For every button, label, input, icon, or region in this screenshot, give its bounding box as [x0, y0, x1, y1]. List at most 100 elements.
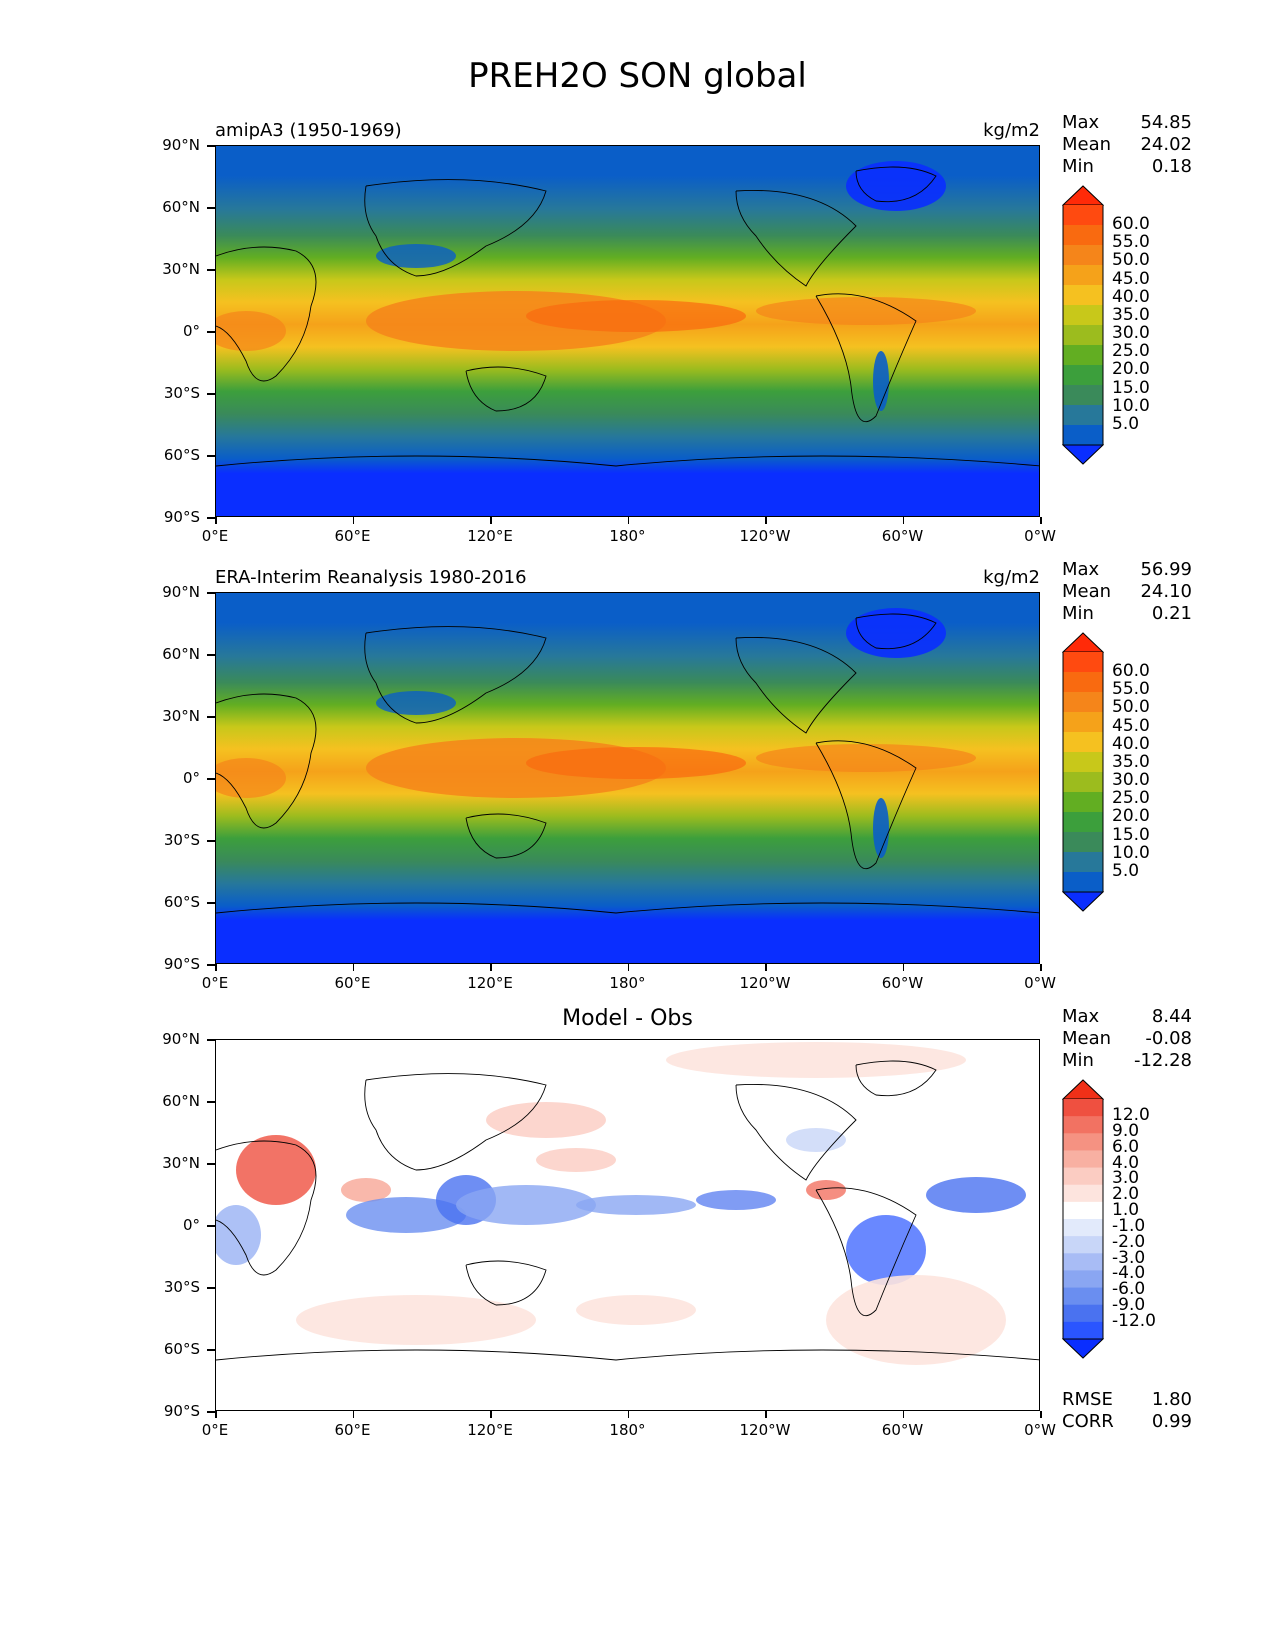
lat-tick [207, 207, 215, 209]
coastline [735, 190, 857, 287]
lat-tick [207, 1225, 215, 1227]
coastline [855, 166, 937, 203]
stat-label: Min [1062, 1050, 1094, 1071]
lat-tick [207, 1411, 215, 1413]
lat-tick [207, 455, 215, 457]
greenland-dry [846, 161, 946, 211]
lat-tick [207, 1101, 215, 1103]
colorbar-extend-top [1062, 632, 1104, 653]
stat-row: Min 0.21 [1062, 603, 1192, 625]
skill-scores: RMSE 1.80 CORR 0.99 [1062, 1389, 1192, 1433]
colorbar-segment [1063, 772, 1103, 793]
colorbar-tick-label: 45.0 [1112, 715, 1150, 736]
lon-tick-label: 120°W [739, 1421, 791, 1439]
lon-tick [765, 1411, 767, 1418]
colorbar-extend-top [1062, 1079, 1104, 1100]
lat-tick [207, 964, 215, 966]
stat-label: Min [1062, 156, 1094, 177]
lon-tick-label: 60°E [334, 527, 371, 545]
units-label: kg/m2 [983, 120, 1040, 141]
coastline [216, 246, 317, 382]
stats-block: Max 56.99 Mean 24.10 Min 0.21 [1062, 559, 1192, 625]
colorbar-tick-label: 4.0 [1112, 1152, 1140, 1173]
colorbar-tick-label: 10.0 [1112, 395, 1150, 416]
stat-label: Mean [1062, 581, 1112, 602]
lat-tick [207, 1349, 215, 1351]
colorbar-segment [1063, 325, 1103, 346]
colorbar-tick-label: 5.0 [1112, 861, 1140, 881]
colorbar-segment [1063, 365, 1103, 386]
stat-value: 0.21 [1151, 603, 1192, 624]
colorbar-tick-label: 20.0 [1112, 806, 1150, 827]
colorbar-segment [1063, 1270, 1103, 1289]
colorbar-extend-bottom [1062, 1338, 1104, 1359]
lon-tick [1040, 517, 1042, 524]
colorbar-segment [1063, 1304, 1103, 1323]
colorbar-segment [1063, 652, 1103, 673]
lon-tick-label: 180° [609, 1421, 646, 1439]
stat-label: Max [1062, 1006, 1100, 1027]
lat-tick-label: 0° [182, 322, 200, 340]
colorbar-outline [1062, 652, 1104, 892]
coastline [216, 1140, 317, 1276]
coastline [364, 626, 547, 724]
lat-tick-label: 30°S [163, 384, 200, 402]
lon-tick [215, 964, 217, 971]
stat-row: Mean 24.02 [1062, 134, 1192, 156]
coastline [364, 179, 547, 277]
lat-tick [207, 902, 215, 904]
lat-tick-label: 30°N [162, 1154, 200, 1172]
anomaly-region [236, 1135, 316, 1205]
anomaly-region [346, 1197, 466, 1233]
colorbar-segment [1063, 672, 1103, 693]
score-row: RMSE 1.80 [1062, 1389, 1192, 1411]
anomaly-region [216, 1205, 261, 1265]
colorbar-tick-label: 35.0 [1112, 304, 1150, 325]
lon-tick-label: 0°E [201, 974, 229, 992]
stat-label: Mean [1062, 1028, 1112, 1049]
score-value: 1.80 [1151, 1389, 1192, 1410]
coastline [364, 1073, 547, 1171]
coastline [815, 740, 917, 870]
colorbar-tick-label: -3.0 [1112, 1247, 1146, 1268]
lon-tick-label: 60°W [881, 527, 924, 545]
lat-tick-label: 90°S [163, 508, 200, 526]
colorbar [1062, 1079, 1104, 1359]
stats-block: Max 8.44 Mean -0.08 Min -12.28 [1062, 1006, 1192, 1072]
lon-tick-label: 60°W [881, 974, 924, 992]
colorbar-segment [1063, 852, 1103, 873]
lat-tick-label: 60°S [163, 1340, 200, 1358]
colorbar-segment [1063, 792, 1103, 813]
colorbar [1062, 632, 1104, 912]
lon-tick [352, 517, 354, 524]
coastline [735, 1084, 857, 1181]
lon-tick [215, 517, 217, 524]
colorbar-tick-label: 35.0 [1112, 751, 1150, 772]
stat-value: 54.85 [1140, 112, 1192, 133]
stat-value: 0.18 [1151, 156, 1192, 177]
colorbar-tick-label: 30.0 [1112, 323, 1150, 344]
lat-tick-label: 30°N [162, 260, 200, 278]
colorbar-tick-label: 10.0 [1112, 842, 1150, 863]
lon-tick-label: 180° [609, 527, 646, 545]
tibet-dry [376, 244, 456, 268]
colorbar-segment [1063, 1287, 1103, 1306]
lon-tick [627, 517, 629, 524]
lon-tick [765, 517, 767, 524]
colorbar-segment [1063, 1116, 1103, 1134]
lat-tick-label: 30°S [163, 831, 200, 849]
lon-tick-label: 0°W [1024, 1421, 1056, 1439]
colorbar-segment [1063, 1321, 1103, 1340]
colorbar-tick-label: -6.0 [1112, 1279, 1146, 1300]
lon-tick [490, 1411, 492, 1418]
colorbar-tick-label: 50.0 [1112, 250, 1150, 271]
panel-title: ERA-Interim Reanalysis 1980-2016 [215, 567, 527, 588]
colorbar-segment [1063, 245, 1103, 266]
colorbar-segment [1063, 205, 1103, 226]
colorbar-tick-label: -4.0 [1112, 1263, 1146, 1284]
lat-tick-label: 90°N [162, 1030, 200, 1048]
stat-row: Max 8.44 [1062, 1006, 1192, 1028]
coastline [465, 366, 547, 412]
colorbar-outline [1062, 1099, 1104, 1339]
warm-pool-core [526, 747, 746, 779]
